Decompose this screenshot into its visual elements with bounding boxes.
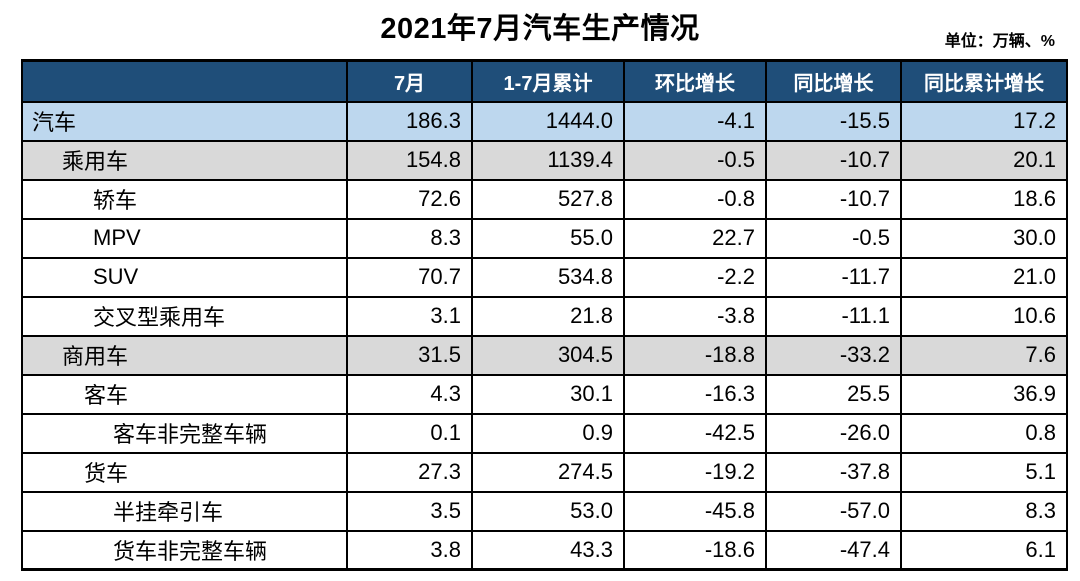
cell-value: -45.8 <box>623 490 767 532</box>
cell-value: 0.1 <box>346 412 473 454</box>
row-label: 乘用车 <box>21 139 348 181</box>
table-row: MPV 8.3 55.0 22.7 -0.5 30.0 <box>21 217 1068 259</box>
cell-value: -0.5 <box>765 217 902 259</box>
cell-value: 154.8 <box>346 139 473 181</box>
row-label: 货车非完整车辆 <box>21 529 348 571</box>
cell-value: 6.1 <box>900 529 1068 571</box>
table-row: 交叉型乘用车 3.1 21.8 -3.8 -11.1 10.6 <box>21 295 1068 337</box>
cell-value: 1139.4 <box>471 139 625 181</box>
column-header: 1-7月累计 <box>471 59 625 103</box>
table-row: 客车非完整车辆 0.1 0.9 -42.5 -26.0 0.8 <box>21 412 1068 454</box>
cell-value: 22.7 <box>623 217 767 259</box>
cell-value: 8.3 <box>900 490 1068 532</box>
cell-value: -16.3 <box>623 373 767 415</box>
row-label: 客车 <box>21 373 348 415</box>
row-label: 汽车 <box>21 100 348 142</box>
column-header: 同比累计增长 <box>900 59 1068 103</box>
row-label: 交叉型乘用车 <box>21 295 348 337</box>
row-label: 商用车 <box>21 334 348 376</box>
row-label: 客车非完整车辆 <box>21 412 348 454</box>
cell-value: -11.1 <box>765 295 902 337</box>
cell-value: -37.8 <box>765 451 902 493</box>
cell-value: -47.4 <box>765 529 902 571</box>
cell-value: 70.7 <box>346 256 473 298</box>
cell-value: -18.6 <box>623 529 767 571</box>
row-label: MPV <box>21 217 348 259</box>
cell-value: 27.3 <box>346 451 473 493</box>
cell-value: 534.8 <box>471 256 625 298</box>
row-label: 轿车 <box>21 178 348 220</box>
table-row: 轿车 72.6 527.8 -0.8 -10.7 18.6 <box>21 178 1068 220</box>
cell-value: 43.3 <box>471 529 625 571</box>
cell-value: 53.0 <box>471 490 625 532</box>
column-header: 环比增长 <box>623 59 767 103</box>
cell-value: -4.1 <box>623 100 767 142</box>
table-row: 汽车 186.3 1444.0 -4.1 -15.5 17.2 <box>21 100 1068 142</box>
cell-value: -3.8 <box>623 295 767 337</box>
column-header: 7月 <box>346 59 473 103</box>
cell-value: 5.1 <box>900 451 1068 493</box>
cell-value: -57.0 <box>765 490 902 532</box>
cell-value: 17.2 <box>900 100 1068 142</box>
row-label: SUV <box>21 256 348 298</box>
table-row: 客车 4.3 30.1 -16.3 25.5 36.9 <box>21 373 1068 415</box>
cell-value: 18.6 <box>900 178 1068 220</box>
production-table-container: 7月 1-7月累计 环比增长 同比增长 同比累计增长 汽车 186.3 1444.0 -4.1… <box>21 59 1068 571</box>
cell-value: -2.2 <box>623 256 767 298</box>
table-row: SUV 70.7 534.8 -2.2 -11.7 21.0 <box>21 256 1068 298</box>
cell-value: 0.8 <box>900 412 1068 454</box>
cell-value: 3.5 <box>346 490 473 532</box>
cell-value: 186.3 <box>346 100 473 142</box>
cell-value: 36.9 <box>900 373 1068 415</box>
cell-value: -0.8 <box>623 178 767 220</box>
cell-value: 30.1 <box>471 373 625 415</box>
table-row: 乘用车 154.8 1139.4 -0.5 -10.7 20.1 <box>21 139 1068 181</box>
cell-value: -10.7 <box>765 178 902 220</box>
cell-value: -10.7 <box>765 139 902 181</box>
cell-value: -0.5 <box>623 139 767 181</box>
cell-value: 8.3 <box>346 217 473 259</box>
cell-value: 4.3 <box>346 373 473 415</box>
table-row: 货车非完整车辆 3.8 43.3 -18.6 -47.4 6.1 <box>21 529 1068 571</box>
cell-value: 274.5 <box>471 451 625 493</box>
cell-value: 1444.0 <box>471 100 625 142</box>
cell-value: 55.0 <box>471 217 625 259</box>
row-label: 半挂牵引车 <box>21 490 348 532</box>
cell-value: -11.7 <box>765 256 902 298</box>
cell-value: 21.0 <box>900 256 1068 298</box>
page-title: 2021年7月汽车生产情况 <box>380 13 700 45</box>
cell-value: -19.2 <box>623 451 767 493</box>
column-header: 同比增长 <box>765 59 902 103</box>
cell-value: 21.8 <box>471 295 625 337</box>
cell-value: 0.9 <box>471 412 625 454</box>
cell-value: -33.2 <box>765 334 902 376</box>
cell-value: 3.8 <box>346 529 473 571</box>
table-row: 半挂牵引车 3.5 53.0 -45.8 -57.0 8.3 <box>21 490 1068 532</box>
cell-value: 7.6 <box>900 334 1068 376</box>
table-row: 货车 27.3 274.5 -19.2 -37.8 5.1 <box>21 451 1068 493</box>
cell-value: 527.8 <box>471 178 625 220</box>
row-label: 货车 <box>21 451 348 493</box>
table-row: 商用车 31.5 304.5 -18.8 -33.2 7.6 <box>21 334 1068 376</box>
header-row: 7月 1-7月累计 环比增长 同比增长 同比累计增长 <box>21 59 1068 103</box>
cell-value: -15.5 <box>765 100 902 142</box>
cell-value: 30.0 <box>900 217 1068 259</box>
column-header-category <box>21 59 348 103</box>
cell-value: 25.5 <box>765 373 902 415</box>
cell-value: -18.8 <box>623 334 767 376</box>
cell-value: 20.1 <box>900 139 1068 181</box>
production-table: 7月 1-7月累计 环比增长 同比增长 同比累计增长 汽车 186.3 1444.0 -4.1… <box>21 59 1068 571</box>
cell-value: 304.5 <box>471 334 625 376</box>
cell-value: -26.0 <box>765 412 902 454</box>
cell-value: 72.6 <box>346 178 473 220</box>
cell-value: 31.5 <box>346 334 473 376</box>
cell-value: 3.1 <box>346 295 473 337</box>
unit-label: 单位：万辆、% <box>944 33 1055 50</box>
cell-value: -42.5 <box>623 412 767 454</box>
cell-value: 10.6 <box>900 295 1068 337</box>
